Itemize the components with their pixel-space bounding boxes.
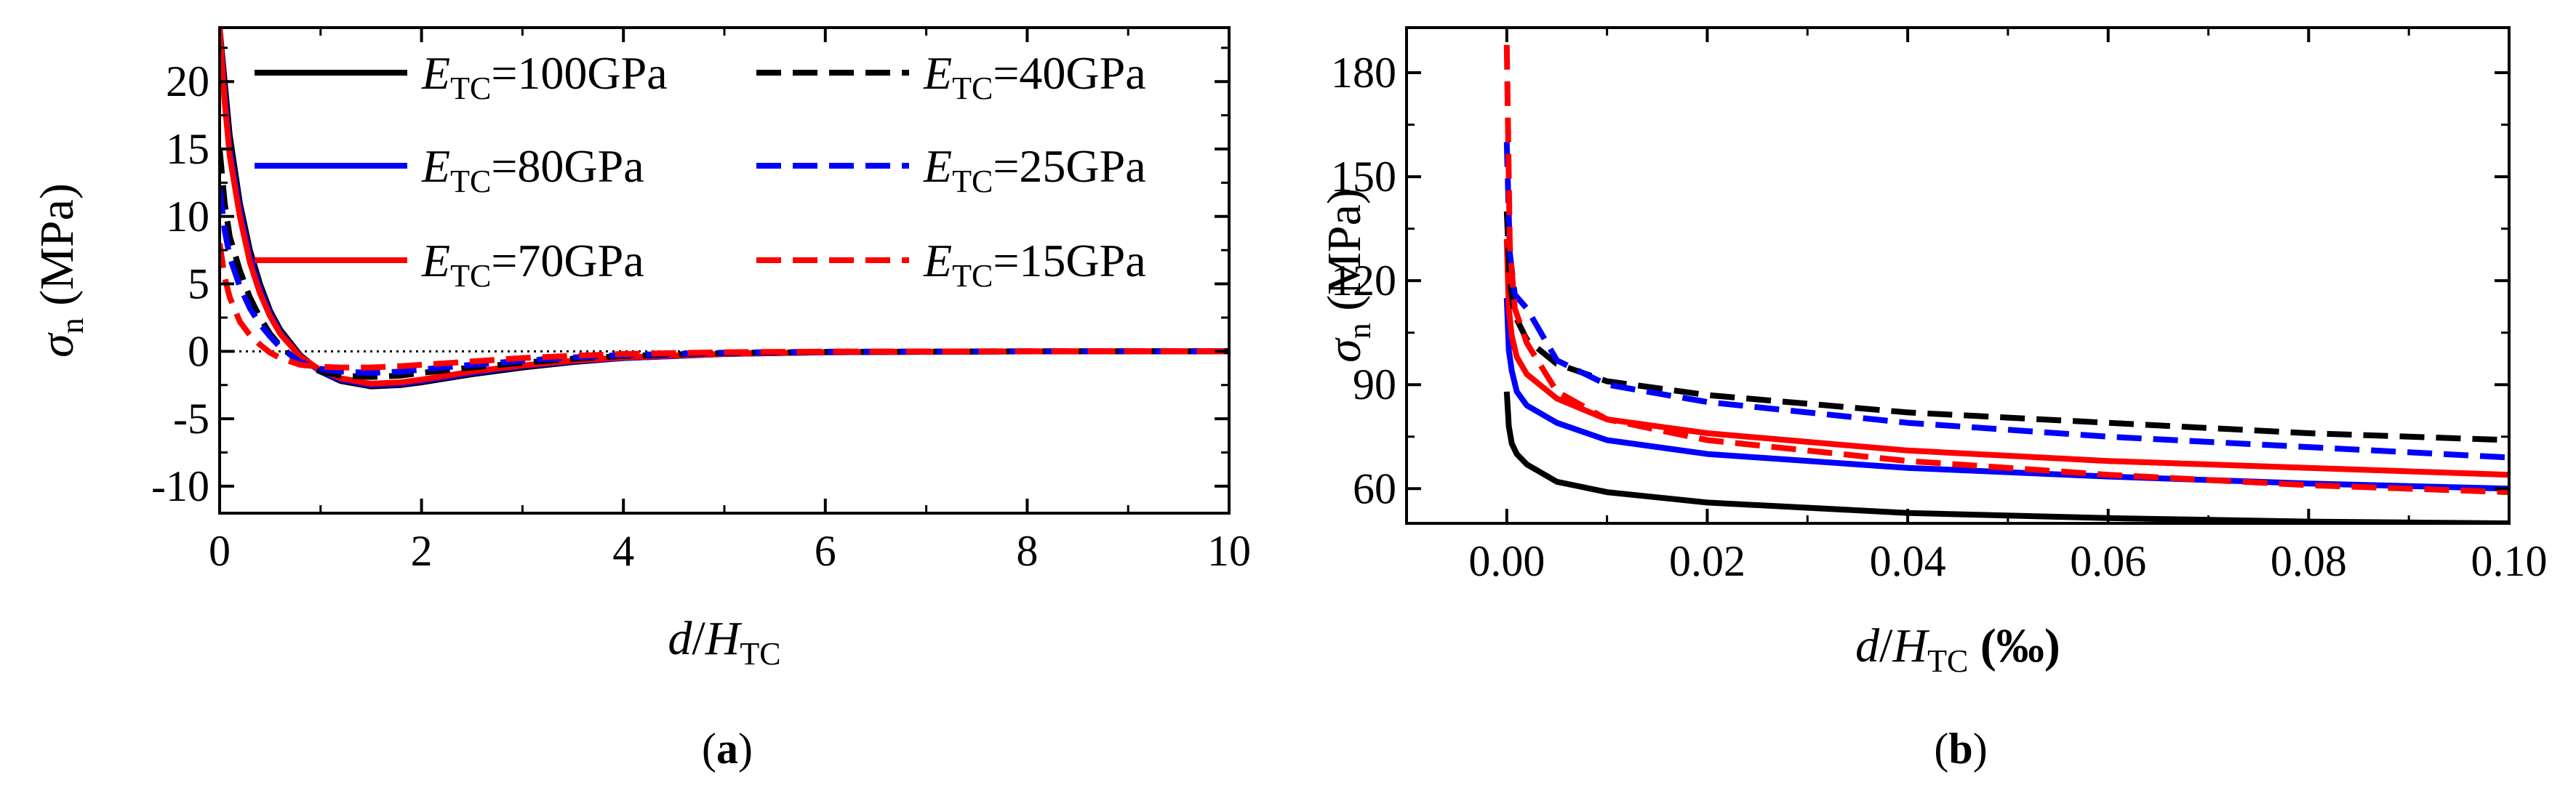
x-axis-title-slash: /: [692, 612, 705, 665]
legend-var: E: [421, 140, 450, 192]
y-axis-title-var: σ: [1318, 337, 1371, 363]
legend-entry: ETC=100GPa: [421, 47, 668, 106]
panel-label-open: (: [1934, 725, 1948, 773]
series-line-40GPa: [220, 148, 1229, 380]
panel-label-close: ): [1973, 725, 1988, 773]
x-tick-label: 0: [209, 527, 231, 575]
legend-sub: TC: [450, 258, 491, 294]
legend-sub: TC: [952, 164, 993, 199]
legend-value: =25GPa: [993, 140, 1145, 192]
series-line-70GPa: [1503, 238, 2509, 478]
x-tick-label: 6: [815, 527, 836, 575]
legend-entry: ETC=15GPa: [923, 235, 1146, 294]
series-line-40GPa: [1503, 211, 2509, 443]
legend-entry: ETC=25GPa: [923, 140, 1146, 199]
legend-var: E: [421, 235, 450, 286]
legend-value: =80GPa: [491, 140, 644, 192]
legend-var: E: [421, 47, 450, 99]
panel-label-letter: b: [1948, 725, 1972, 773]
panel-b: 0.00 0.02 0.04 0.06 0.08 0.10 60 90 120 150 180 d/H…: [1318, 26, 2548, 773]
plot-frame: [1405, 26, 2511, 525]
legend-value: =40GPa: [993, 47, 1145, 99]
legend-entry: ETC=40GPa: [923, 47, 1146, 106]
series-group: [220, 28, 1229, 390]
series-line-25GPa: [220, 189, 1229, 376]
legend-sub: TC: [952, 71, 993, 106]
y-axis-title-suffix: (MPa): [1318, 188, 1371, 323]
legend-sub: TC: [450, 71, 491, 106]
legend-entry: ETC=70GPa: [421, 235, 644, 294]
panel-label: (a): [702, 725, 753, 773]
y-tick-label: 0: [188, 327, 209, 375]
x-tick-label: 4: [612, 527, 634, 575]
y-tick-label: 5: [188, 260, 209, 308]
y-axis-title: σn (MPa): [1318, 188, 1377, 363]
y-axis-title-sub: n: [1342, 323, 1377, 339]
panel-label-close: ): [738, 725, 753, 773]
legend-var: E: [923, 140, 952, 192]
x-tick-label: 0.10: [2471, 537, 2548, 585]
x-axis-title-suffix: (‰): [1968, 619, 2060, 672]
x-axis-title-h: H: [705, 612, 743, 665]
y-tick-label: 15: [166, 125, 209, 173]
y-tick-label: 150: [1331, 153, 1396, 201]
x-tick-label: 0.00: [1468, 537, 1545, 585]
series-line-100GPa: [1503, 391, 2509, 523]
y-tick-label: -5: [173, 395, 209, 443]
y-axis-title-sub: n: [55, 318, 90, 334]
y-tick-label: 20: [166, 57, 209, 105]
x-axis-title-var: d: [668, 612, 692, 665]
x-tick-label: 0.08: [2271, 537, 2347, 585]
legend-entry: ETC=80GPa: [421, 140, 644, 199]
x-axis-title: d/HTC (‰): [1855, 619, 2060, 679]
series-line-15GPa: [220, 243, 1229, 371]
x-tick-label: 2: [411, 527, 433, 575]
y-tick-label: -10: [151, 462, 209, 510]
x-axis-title-sub: TC: [1927, 643, 1968, 679]
x-axis-title-slash: /: [1879, 619, 1893, 672]
y-tick-label: 60: [1353, 464, 1396, 512]
x-tick-label: 8: [1016, 527, 1038, 575]
y-tick-label: 120: [1331, 257, 1396, 305]
y-tick-label: 90: [1353, 361, 1396, 408]
x-axis-title-h: H: [1892, 619, 1929, 672]
y-tick-label: 180: [1331, 49, 1396, 97]
legend: ETC=100GPaETC=80GPaETC=70GPaETC=40GPaETC…: [255, 47, 1146, 294]
x-axis-title-sub: TC: [740, 636, 780, 672]
x-axis-title-var: d: [1855, 619, 1880, 672]
y-axis-title-var: σ: [31, 332, 84, 358]
legend-var: E: [923, 47, 952, 99]
legend-sub: TC: [450, 164, 491, 199]
panel-label: (b): [1934, 725, 1987, 773]
x-tick-label: 10: [1207, 527, 1251, 575]
panel-label-open: (: [702, 725, 716, 773]
legend-value: =100GPa: [491, 47, 667, 99]
y-tick-label: 10: [166, 193, 209, 241]
y-axis-title: σn (MPa): [31, 183, 90, 358]
legend-value: =15GPa: [993, 235, 1145, 286]
legend-sub: TC: [952, 258, 993, 294]
panel-label-letter: a: [716, 725, 738, 773]
series-line-15GPa: [1503, 44, 2509, 496]
series-line-25GPa: [1503, 142, 2509, 461]
x-tick-label: 0.06: [2070, 537, 2146, 585]
series-group: [1503, 44, 2509, 523]
legend-var: E: [923, 235, 952, 286]
y-axis-title-suffix: (MPa): [31, 183, 84, 318]
x-tick-label: 0.04: [1870, 537, 1946, 585]
legend-value: =70GPa: [491, 235, 644, 286]
x-axis-title: d/HTC: [668, 612, 780, 672]
x-tick-label: 0.02: [1669, 537, 1745, 585]
